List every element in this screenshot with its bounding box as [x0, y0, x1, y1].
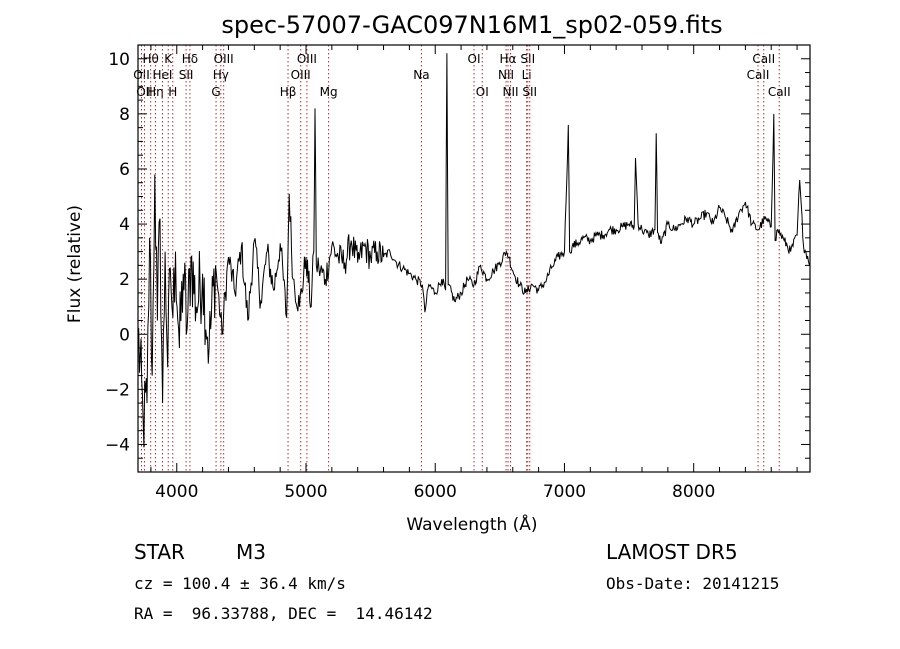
axes-layer: 4000 5000 6000 7000 8000 −4 −2 0 2 4 6 8 10 [105, 44, 810, 502]
line-marker-label: HeI [152, 68, 172, 82]
line-marker-label: OII [136, 85, 153, 99]
y-tick-label: −4 [105, 435, 130, 455]
line-marker-label: Na [413, 68, 429, 82]
line-marker-label: OI [476, 85, 489, 99]
line-marker-label: Hβ [280, 85, 297, 99]
y-tick-label: 6 [119, 160, 130, 180]
object-class: STAR [134, 540, 185, 564]
line-marker-label: OI [468, 52, 481, 66]
line-marker-label: Hα [500, 52, 517, 66]
line-marker-label: H [168, 85, 177, 99]
line-marker-label: CaII [768, 85, 791, 99]
line-marker-label: OIII [297, 52, 317, 66]
y-tick-label: 4 [119, 215, 130, 235]
line-markers-layer: OIIOIIHθHηHeIKHSIIHδGHγOIIIHβOIIIOIIIMgN… [133, 45, 791, 472]
line-marker-label: Hδ [182, 52, 198, 66]
line-marker-label: SII [522, 85, 537, 99]
x-tick-label: 5000 [284, 482, 327, 502]
line-marker-label: OIII [291, 68, 311, 82]
y-tick-label: 10 [108, 50, 130, 70]
y-tick-label: 8 [119, 105, 130, 125]
redshift-cz: cz = 100.4 ± 36.4 km/s [134, 574, 346, 593]
y-tick-label: 2 [119, 270, 130, 290]
line-marker-label: SII [179, 68, 194, 82]
observation-date: Obs-Date: 20141215 [606, 574, 780, 593]
line-marker-label: K [164, 52, 173, 66]
line-marker-label: Li [522, 68, 532, 82]
line-marker-label: NII [498, 68, 514, 82]
spectrum-line [137, 53, 811, 448]
line-marker-label: Hη [147, 85, 164, 99]
line-marker-label: OII [133, 68, 150, 82]
line-marker-label: Hγ [213, 68, 229, 82]
spectrum-layer [137, 53, 811, 448]
line-marker-label: OIII [214, 52, 234, 66]
plot-frame [137, 44, 811, 473]
y-tick-label: 0 [119, 325, 130, 345]
line-marker-label: SII [520, 52, 535, 66]
x-tick-label: 6000 [414, 482, 457, 502]
object-subclass: M3 [236, 540, 266, 564]
line-marker-label: G [211, 85, 220, 99]
x-tick-label: 4000 [155, 482, 198, 502]
survey-name: LAMOST DR5 [606, 540, 738, 564]
line-marker-label: NII [503, 85, 519, 99]
x-tick-label: 8000 [672, 482, 715, 502]
line-marker-label: CaII [752, 52, 775, 66]
chart-title: spec-57007-GAC097N16M1_sp02-059.fits [221, 11, 722, 39]
line-marker-label: CaII [747, 68, 770, 82]
line-marker-label: Mg [320, 85, 338, 99]
y-axis-label: Flux (relative) [65, 205, 85, 323]
x-axis-label: Wavelength (Å) [406, 513, 537, 535]
y-tick-label: −2 [105, 380, 130, 400]
line-marker-label: Hθ [142, 52, 158, 66]
coordinates: RA = 96.33788, DEC = 14.46142 [134, 604, 433, 623]
x-tick-label: 7000 [543, 482, 586, 502]
